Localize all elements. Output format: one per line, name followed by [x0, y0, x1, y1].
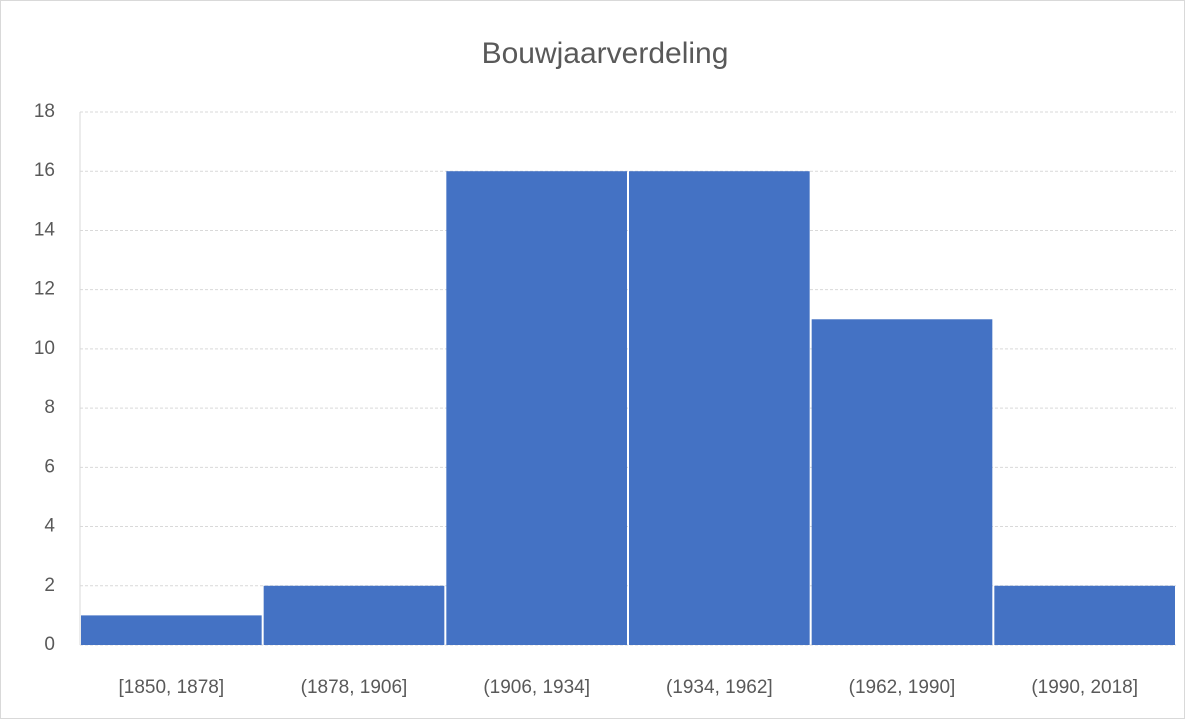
bar [81, 615, 262, 645]
x-tick-label: (1962, 1990] [849, 677, 956, 698]
bar [811, 319, 993, 645]
y-tick-label: 2 [44, 575, 55, 596]
bar [446, 171, 627, 645]
bar [994, 585, 1175, 645]
y-tick-label: 10 [34, 338, 55, 359]
y-tick-label: 18 [34, 101, 55, 122]
y-tick-label: 14 [34, 219, 56, 240]
y-tick-label: 8 [44, 397, 55, 418]
y-tick-label: 6 [44, 456, 55, 477]
bar [263, 585, 445, 645]
x-tick-label: (1878, 1906] [301, 677, 408, 698]
x-tick-label: (1906, 1934] [483, 677, 590, 698]
chart-title: Bouwjaarverdeling [482, 37, 729, 70]
bar [629, 171, 810, 645]
x-tick-label: (1934, 1962] [666, 677, 773, 698]
y-tick-label: 16 [34, 160, 55, 181]
y-tick-label: 4 [44, 516, 55, 537]
y-tick-label: 0 [44, 634, 55, 655]
x-tick-label: [1850, 1878] [119, 677, 225, 698]
x-tick-label: (1990, 2018] [1031, 677, 1138, 698]
y-tick-label: 12 [34, 279, 55, 300]
